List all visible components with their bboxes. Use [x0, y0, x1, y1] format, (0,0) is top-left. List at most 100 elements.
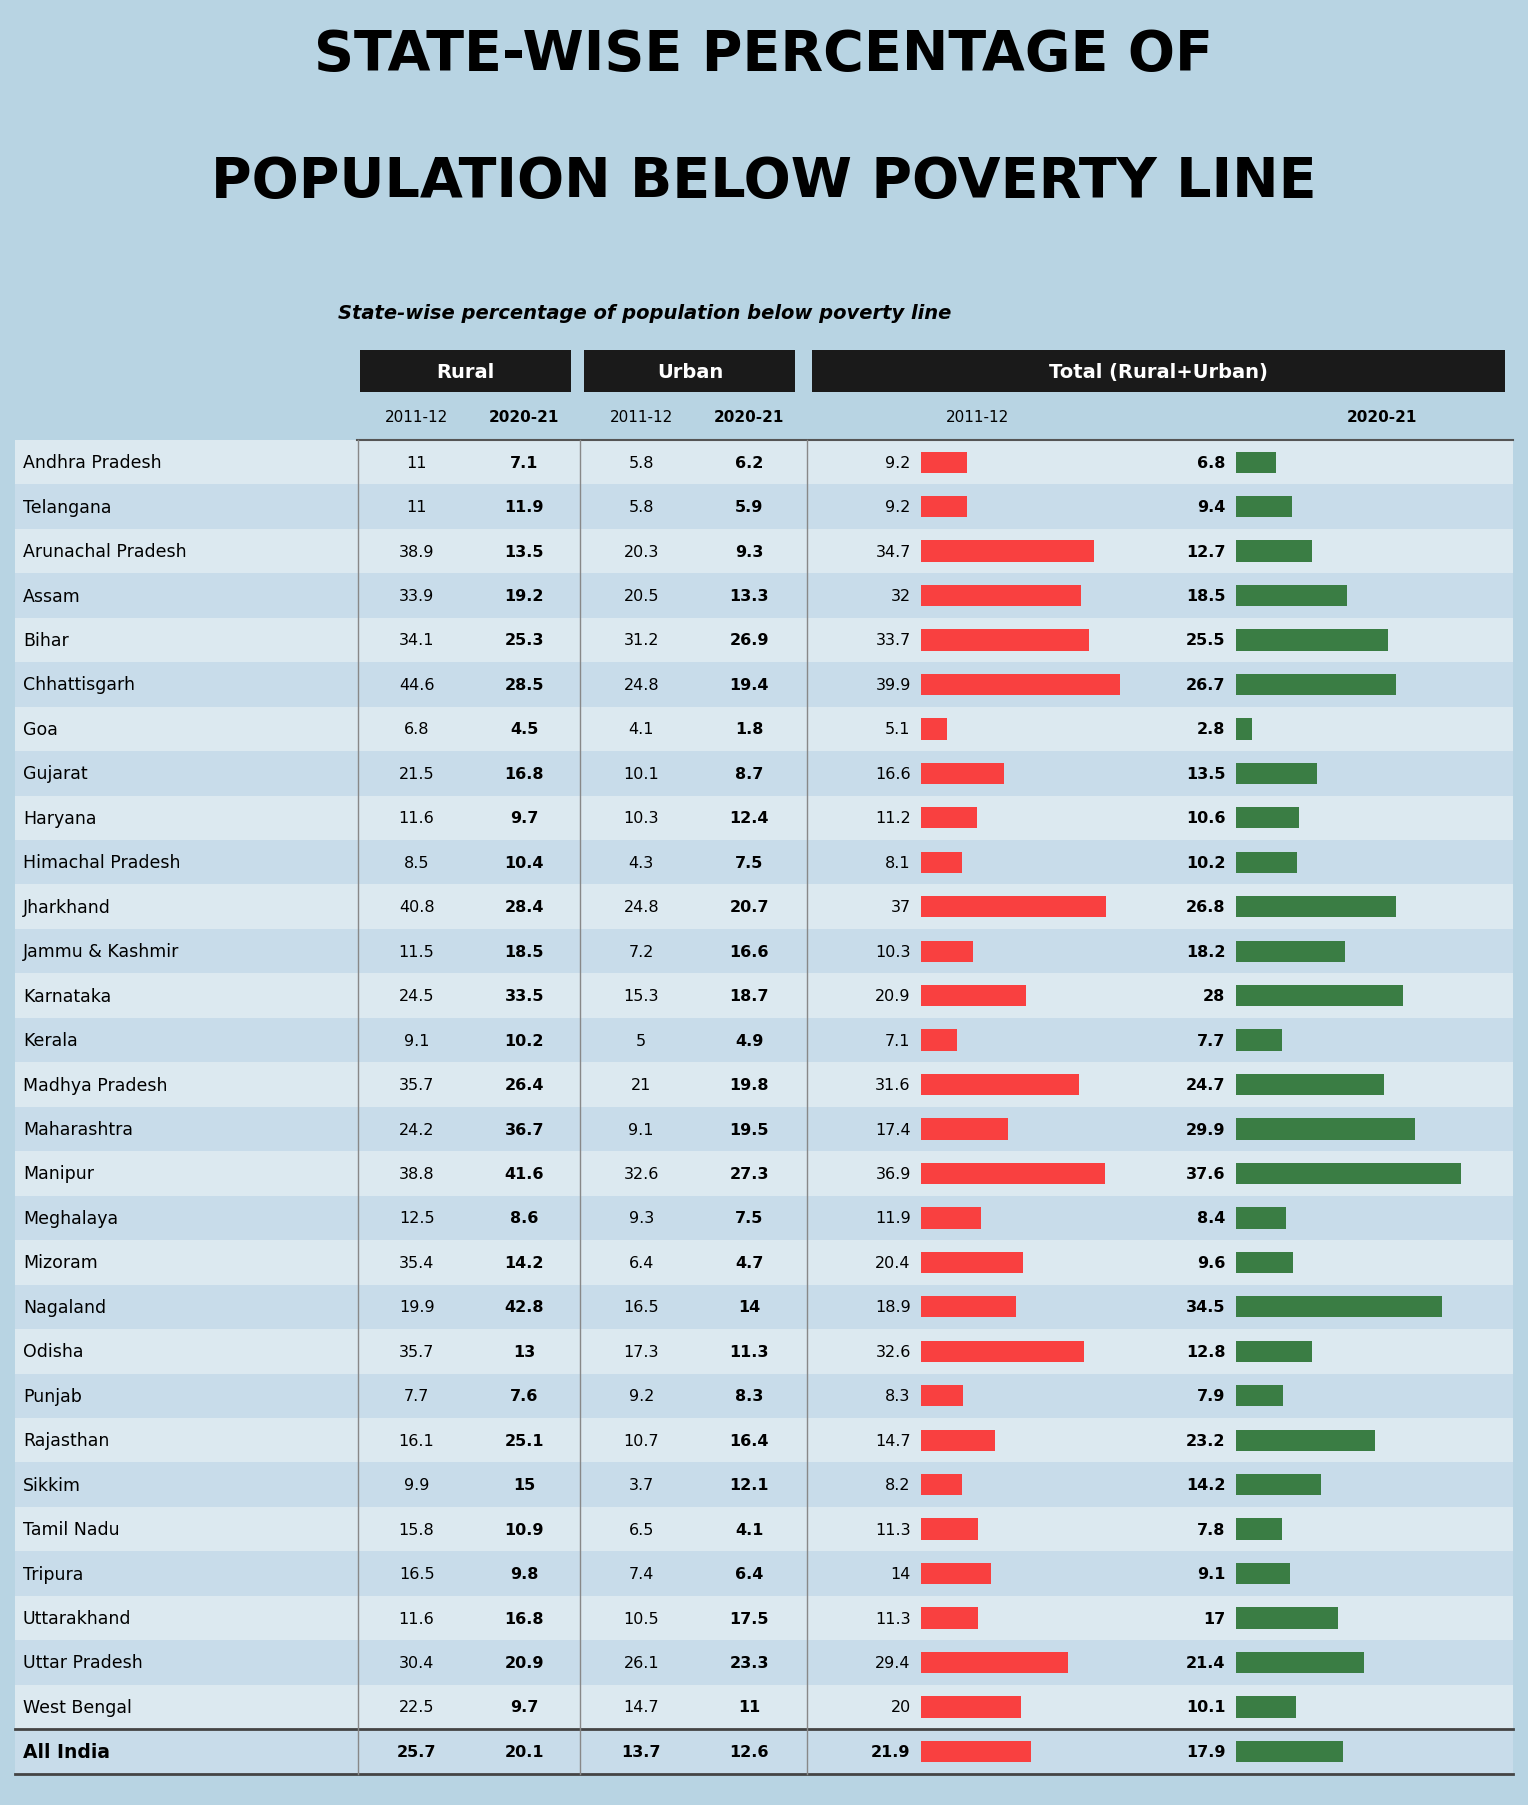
FancyBboxPatch shape — [584, 350, 796, 393]
Text: 21.9: 21.9 — [871, 1744, 911, 1758]
FancyBboxPatch shape — [15, 1240, 1513, 1285]
Text: 23.3: 23.3 — [729, 1655, 769, 1670]
Text: 5.1: 5.1 — [885, 722, 911, 736]
FancyBboxPatch shape — [921, 1518, 978, 1540]
Text: 10.5: 10.5 — [623, 1610, 659, 1626]
Text: 16.1: 16.1 — [399, 1433, 434, 1448]
Text: 4.9: 4.9 — [735, 1032, 762, 1049]
Text: 19.8: 19.8 — [729, 1078, 769, 1092]
Text: 7.6: 7.6 — [510, 1388, 538, 1404]
Text: Manipur: Manipur — [23, 1164, 93, 1182]
Text: 20.1: 20.1 — [504, 1744, 544, 1758]
Text: Chhattisgarh: Chhattisgarh — [23, 677, 134, 695]
Text: 11.6: 11.6 — [399, 810, 434, 827]
Text: Mizoram: Mizoram — [23, 1254, 98, 1273]
Text: 2011-12: 2011-12 — [385, 410, 448, 424]
FancyBboxPatch shape — [921, 897, 1106, 919]
Text: Meghalaya: Meghalaya — [23, 1209, 118, 1227]
Text: 17.4: 17.4 — [876, 1123, 911, 1137]
Text: 7.7: 7.7 — [403, 1388, 429, 1404]
Text: 7.8: 7.8 — [1196, 1522, 1225, 1536]
FancyBboxPatch shape — [15, 486, 1513, 529]
Text: 38.8: 38.8 — [399, 1166, 434, 1180]
Text: 14.7: 14.7 — [876, 1433, 911, 1448]
FancyBboxPatch shape — [1236, 1253, 1293, 1273]
Text: 12.5: 12.5 — [399, 1211, 434, 1226]
Text: 6.4: 6.4 — [628, 1254, 654, 1271]
FancyBboxPatch shape — [1236, 1608, 1337, 1628]
Text: 4.1: 4.1 — [735, 1522, 762, 1536]
Text: 35.4: 35.4 — [399, 1254, 434, 1271]
Text: 5.8: 5.8 — [628, 500, 654, 514]
Text: Maharashtra: Maharashtra — [23, 1121, 133, 1139]
Text: 9.3: 9.3 — [735, 545, 762, 560]
FancyBboxPatch shape — [1236, 496, 1293, 518]
FancyBboxPatch shape — [921, 1253, 1024, 1273]
Text: 27.3: 27.3 — [729, 1166, 769, 1180]
Text: 25.3: 25.3 — [504, 634, 544, 648]
Text: Karnataka: Karnataka — [23, 987, 112, 1005]
Text: 11.9: 11.9 — [504, 500, 544, 514]
Text: 17.9: 17.9 — [1186, 1744, 1225, 1758]
FancyBboxPatch shape — [1236, 718, 1253, 740]
FancyBboxPatch shape — [1236, 585, 1346, 606]
Text: 44.6: 44.6 — [399, 677, 434, 693]
Text: 10.2: 10.2 — [504, 1032, 544, 1049]
Text: 9.3: 9.3 — [628, 1211, 654, 1226]
FancyBboxPatch shape — [15, 1684, 1513, 1729]
Text: 9.2: 9.2 — [885, 500, 911, 514]
Text: 32: 32 — [891, 588, 911, 603]
FancyBboxPatch shape — [1236, 1652, 1365, 1673]
FancyBboxPatch shape — [921, 1119, 1008, 1141]
Text: Kerala: Kerala — [23, 1031, 78, 1049]
Text: 10.1: 10.1 — [1186, 1700, 1225, 1715]
Text: 6.4: 6.4 — [735, 1567, 762, 1581]
Text: 7.4: 7.4 — [628, 1567, 654, 1581]
Text: West Bengal: West Bengal — [23, 1699, 131, 1717]
FancyBboxPatch shape — [921, 1430, 995, 1451]
FancyBboxPatch shape — [1236, 940, 1345, 962]
Text: 18.5: 18.5 — [1186, 588, 1225, 603]
Text: 9.1: 9.1 — [403, 1032, 429, 1049]
Text: 5.9: 5.9 — [735, 500, 762, 514]
Text: 12.1: 12.1 — [729, 1476, 769, 1493]
Text: 12.7: 12.7 — [1186, 545, 1225, 560]
Text: 8.6: 8.6 — [510, 1211, 538, 1226]
FancyBboxPatch shape — [15, 1552, 1513, 1596]
FancyBboxPatch shape — [1236, 764, 1317, 785]
Text: 8.4: 8.4 — [1196, 1211, 1225, 1226]
FancyBboxPatch shape — [15, 1462, 1513, 1507]
Text: 6.5: 6.5 — [628, 1522, 654, 1536]
FancyBboxPatch shape — [1236, 542, 1311, 563]
Text: 37: 37 — [891, 899, 911, 915]
FancyBboxPatch shape — [15, 796, 1513, 841]
Text: 24.7: 24.7 — [1186, 1078, 1225, 1092]
Text: 28.5: 28.5 — [504, 677, 544, 693]
Text: 19.9: 19.9 — [399, 1300, 434, 1314]
Text: 25.7: 25.7 — [397, 1744, 437, 1758]
Text: 10.3: 10.3 — [623, 810, 659, 827]
Text: 9.1: 9.1 — [628, 1123, 654, 1137]
Text: 26.7: 26.7 — [1186, 677, 1225, 693]
FancyBboxPatch shape — [15, 1419, 1513, 1462]
Text: 9.6: 9.6 — [1196, 1254, 1225, 1271]
Text: Goa: Goa — [23, 720, 58, 738]
Text: 6.2: 6.2 — [735, 455, 762, 471]
FancyBboxPatch shape — [1236, 675, 1395, 695]
Text: 21: 21 — [631, 1078, 651, 1092]
FancyBboxPatch shape — [1236, 1074, 1384, 1096]
FancyBboxPatch shape — [1236, 630, 1389, 652]
Text: Assam: Assam — [23, 587, 81, 605]
Text: 24.5: 24.5 — [399, 989, 434, 1004]
FancyBboxPatch shape — [1236, 1430, 1375, 1451]
Text: 11.3: 11.3 — [876, 1610, 911, 1626]
FancyBboxPatch shape — [921, 718, 947, 740]
Text: 12.8: 12.8 — [1186, 1345, 1225, 1359]
Text: 32.6: 32.6 — [876, 1345, 911, 1359]
Text: 21.5: 21.5 — [399, 767, 434, 782]
Text: 20: 20 — [891, 1700, 911, 1715]
FancyBboxPatch shape — [15, 930, 1513, 975]
FancyBboxPatch shape — [921, 1162, 1105, 1184]
Text: Telangana: Telangana — [23, 498, 112, 516]
Text: 5: 5 — [636, 1032, 646, 1049]
